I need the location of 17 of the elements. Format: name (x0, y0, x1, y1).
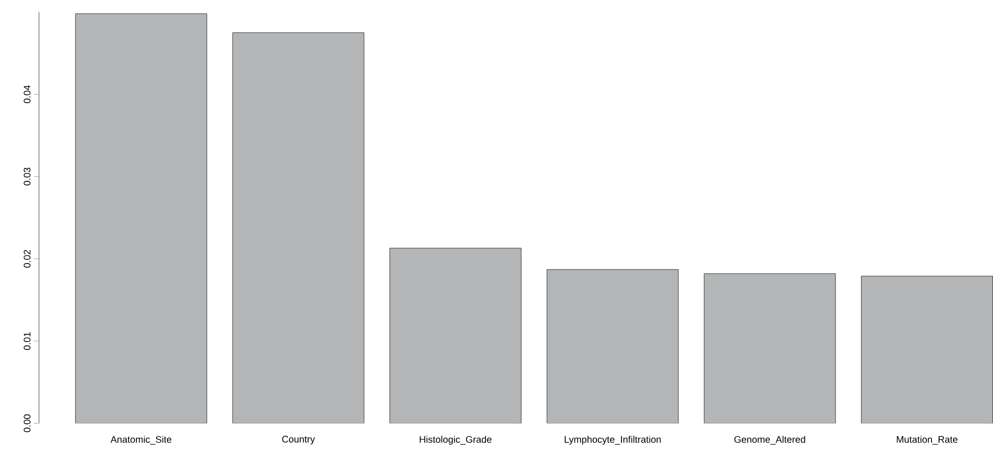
bar (861, 276, 993, 424)
bar (75, 13, 208, 424)
bar (232, 32, 364, 424)
y-tick-label: 0.01 (24, 332, 30, 350)
x-tick-label: Genome_Altered (734, 436, 806, 445)
x-tick-label: Anatomic_Site (110, 436, 172, 445)
x-tick-label: Lymphocyte_Infiltration (564, 436, 661, 445)
bar (390, 248, 522, 424)
y-tick-label: 0.03 (24, 168, 30, 186)
bar (546, 269, 679, 424)
x-tick-label: Mutation_Rate (896, 436, 958, 445)
bar (704, 273, 836, 424)
y-tick-label: 0.02 (24, 250, 30, 268)
x-tick-label: Histologic_Grade (420, 436, 492, 445)
y-tick-label: 0.00 (24, 414, 30, 432)
x-tick-label: Country (282, 436, 315, 444)
y-tick-label: 0.04 (24, 85, 30, 104)
